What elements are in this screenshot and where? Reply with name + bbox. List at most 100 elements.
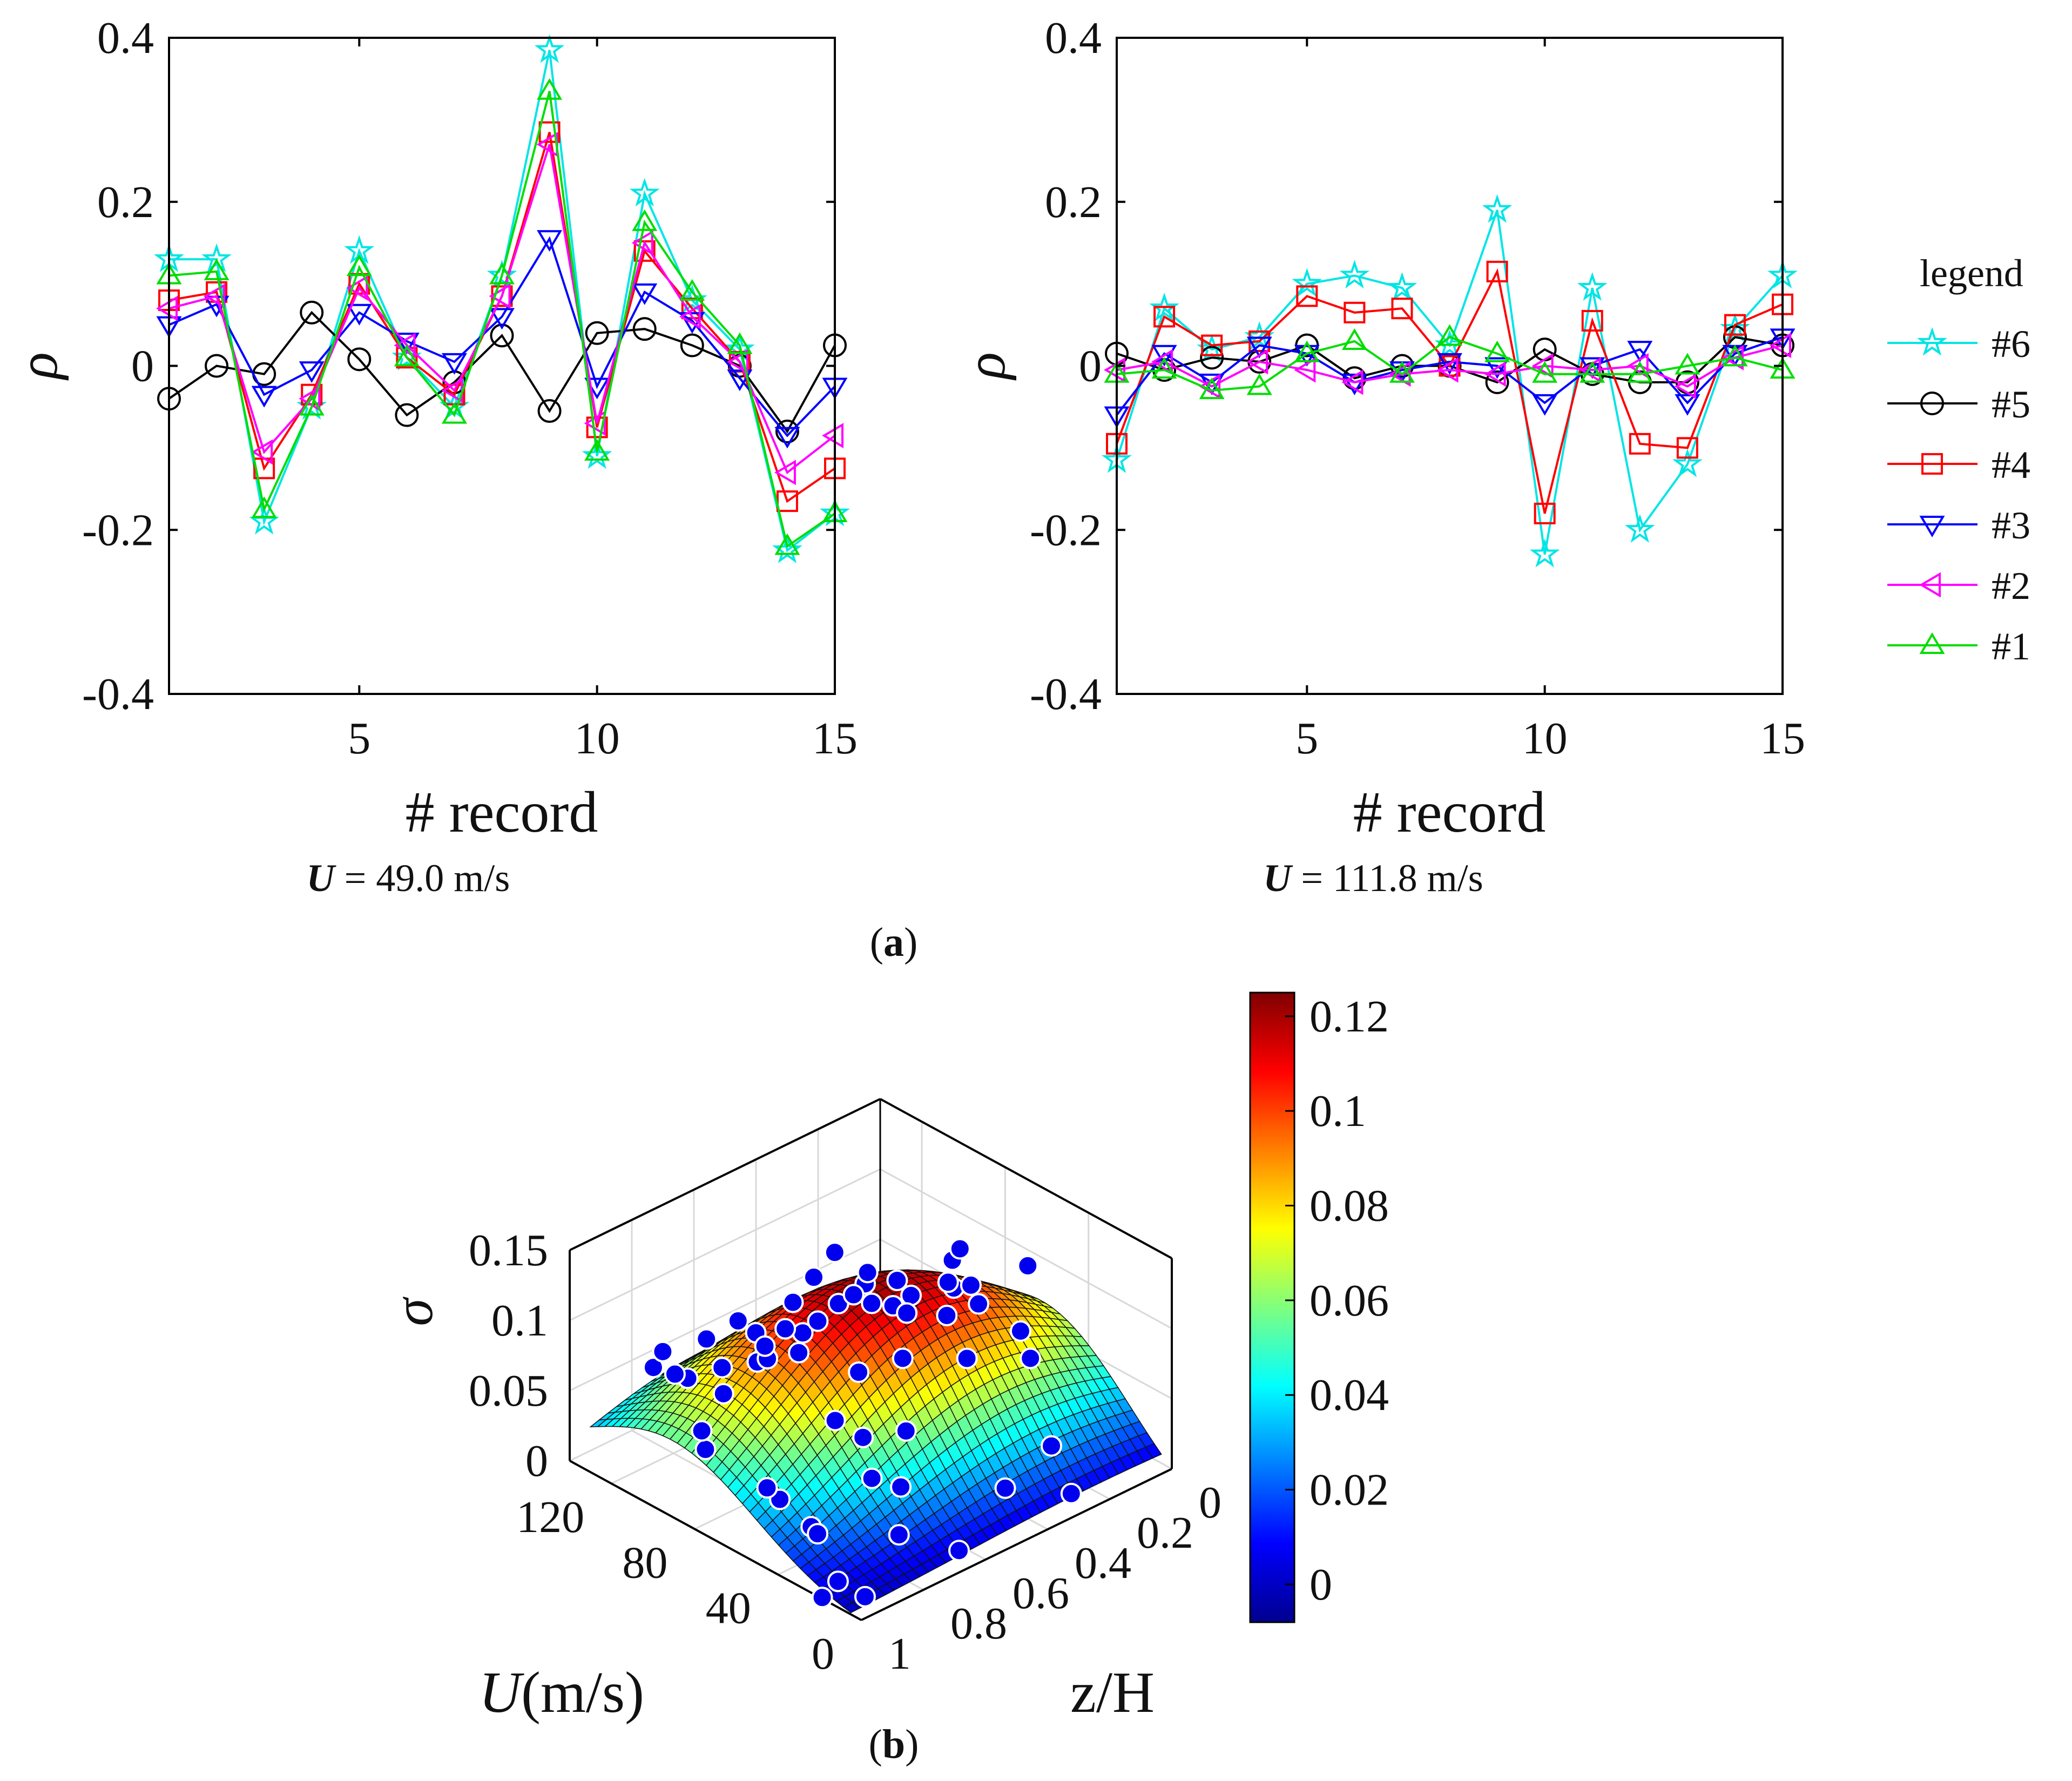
data-point: [1436, 357, 1459, 383]
data-point: [1246, 336, 1272, 359]
y-tick-label: 0.2: [1045, 177, 1102, 227]
scatter-point: [842, 1284, 865, 1306]
data-point: [822, 423, 843, 449]
legend-entry: #1: [1887, 625, 2030, 668]
scatter-point: [807, 1523, 829, 1545]
colorbar-tick-label: 0.06: [1310, 1276, 1389, 1326]
zh-axis-label: z/H: [1070, 1661, 1155, 1725]
scatter-point: [886, 1269, 908, 1291]
data-point: [1153, 306, 1176, 328]
legend: legend #6 #5 #4 #3 #2 #1: [1887, 252, 2030, 668]
data-point: [489, 308, 515, 330]
data-point: [1484, 361, 1506, 387]
data-point: [1151, 349, 1173, 375]
scatter-point: [861, 1292, 883, 1314]
data-point: [1676, 437, 1698, 459]
legend-marker: [1917, 327, 1947, 356]
data-point: [537, 78, 563, 100]
data-point: [1580, 361, 1605, 383]
scatter-point: [1020, 1347, 1042, 1370]
zh-tick-label: 0.6: [1013, 1568, 1069, 1618]
scatter-point: [827, 1570, 849, 1593]
wall-grid-line: [569, 1238, 881, 1392]
data-point: [1341, 328, 1367, 350]
panel-label-a: (a): [870, 920, 918, 965]
scatter-point: [756, 1477, 778, 1499]
scatter-point: [774, 1318, 797, 1340]
scatter-point: [948, 1540, 970, 1562]
data-point: [1151, 345, 1177, 367]
data-point: [1486, 260, 1508, 282]
y-tick-label: -0.2: [82, 505, 154, 555]
scatter-point: [968, 1293, 990, 1315]
scatter-point: [890, 1476, 912, 1498]
scatter-point: [642, 1357, 664, 1379]
data-point: [1534, 502, 1556, 524]
data-point: [299, 386, 321, 411]
data-point: [1151, 357, 1177, 379]
y-tick-label: 0.4: [1045, 13, 1102, 63]
line-chart-right: 5 10 15 0.4 0.2 0 -0.2 -0.4 # record ρ U = 111.8…: [955, 13, 1805, 900]
scatter-point: [711, 1357, 733, 1379]
scatter-point: [895, 1420, 917, 1442]
data-point: [1724, 314, 1746, 336]
scatter-point: [824, 1242, 846, 1264]
data-point: [772, 534, 802, 563]
data-point: [585, 321, 609, 345]
y-tick-label: -0.4: [82, 669, 154, 719]
legend-marker: [1919, 572, 1941, 598]
scatter-point: [854, 1586, 876, 1608]
data-point: [490, 323, 514, 348]
legend-marker: [1920, 392, 1944, 415]
data-point: [679, 303, 701, 329]
u-axis-label-unit: (m/s): [521, 1661, 644, 1725]
data-point: [346, 275, 368, 301]
series-line: [168, 144, 836, 475]
caption-left: U = 49.0 m/s: [307, 856, 510, 900]
colorbar-tick-label: 0.04: [1310, 1370, 1389, 1420]
data-point: [394, 345, 420, 367]
scatter-point: [949, 1238, 971, 1260]
x-tick-label: 15: [812, 713, 858, 764]
data-point: [1722, 345, 1748, 367]
y-tick-label: 0: [1079, 341, 1102, 392]
y-axis-label-right: ρ: [955, 352, 1017, 381]
data-point: [441, 402, 467, 424]
u-tick-label: 80: [622, 1537, 667, 1588]
axis-ticks-left: 5 10 15 0.4 0.2 0 -0.2 -0.4: [82, 13, 858, 764]
legend-marker: [1919, 516, 1945, 537]
legend-entry: #2: [1887, 564, 2030, 608]
series-line: [168, 91, 836, 548]
data-point: [1482, 194, 1513, 223]
caption-right-var: U: [1263, 856, 1293, 900]
zh-tick-label: 0.2: [1137, 1508, 1193, 1558]
data-point: [774, 427, 800, 449]
y-tick-label: 0.2: [97, 177, 154, 227]
scatter-point: [848, 1361, 870, 1383]
data-point: [1531, 353, 1554, 379]
legend-label: #5: [1992, 383, 2030, 426]
data-point: [201, 243, 232, 272]
data-point: [1296, 285, 1318, 307]
series-line: [169, 50, 836, 552]
data-point: [1672, 448, 1703, 477]
zh-tick-label: 0.8: [950, 1598, 1007, 1649]
legend-label: #3: [1992, 504, 2030, 547]
data-point: [156, 295, 178, 321]
y-tick-label: 0: [131, 341, 154, 392]
data-point: [1294, 345, 1320, 367]
u-axis-label: U(m/s): [479, 1661, 644, 1725]
data-point: [1341, 369, 1364, 395]
wall-grid-line: [569, 1168, 881, 1321]
y-axis-label-left: ρ: [7, 352, 69, 381]
series-line: [1116, 344, 1783, 388]
scatter-point: [782, 1291, 804, 1313]
legend-marker: [1919, 632, 1945, 654]
series-left-6: [154, 34, 850, 563]
scatter-point: [664, 1363, 686, 1385]
data-point: [1294, 340, 1320, 362]
data-point: [1675, 353, 1700, 375]
data-point: [346, 254, 372, 276]
zh-tick-label: 0: [1199, 1478, 1221, 1528]
series-line: [1116, 336, 1783, 392]
